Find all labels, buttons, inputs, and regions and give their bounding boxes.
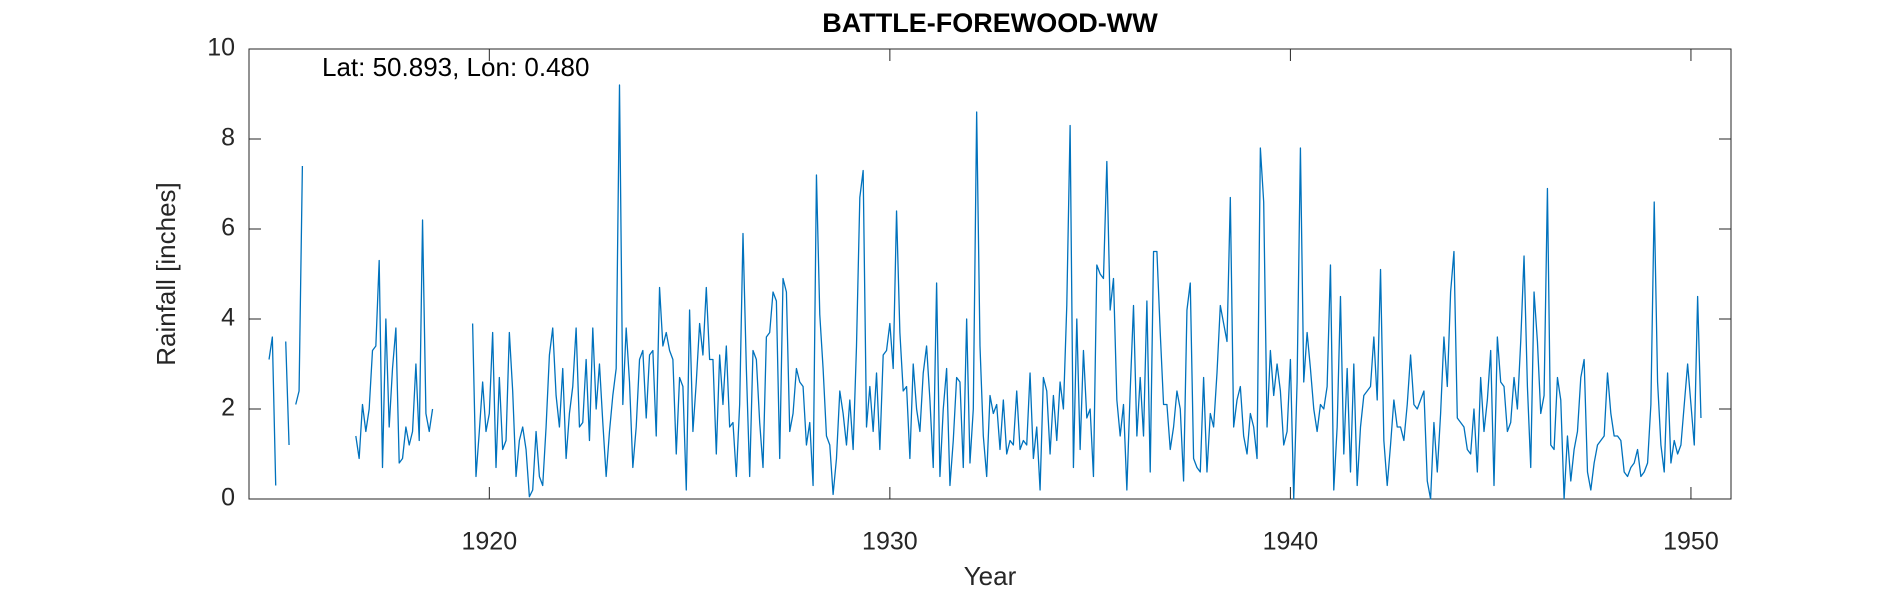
y-tick-label: 2 xyxy=(221,394,235,422)
y-tick-label: 0 xyxy=(221,484,235,512)
x-tick-label: 1940 xyxy=(1263,528,1319,556)
y-tick-label: 10 xyxy=(207,34,235,62)
x-axis-label: Year xyxy=(964,561,1017,591)
annotation: Lat: 50.893, Lon: 0.480 xyxy=(322,52,589,82)
y-tick-label: 6 xyxy=(221,214,235,242)
x-tick-label: 1930 xyxy=(862,528,918,556)
y-axis-label: Rainfall [inches] xyxy=(151,182,181,366)
x-tick-label: 1950 xyxy=(1663,528,1719,556)
chart-title: BATTLE-FOREWOOD-WW xyxy=(822,8,1158,38)
plot-area xyxy=(248,48,1732,500)
y-tick-label: 8 xyxy=(221,124,235,152)
x-tick-label: 1920 xyxy=(462,528,518,556)
y-tick-label: 4 xyxy=(221,304,235,332)
rainfall-line xyxy=(268,84,1702,500)
